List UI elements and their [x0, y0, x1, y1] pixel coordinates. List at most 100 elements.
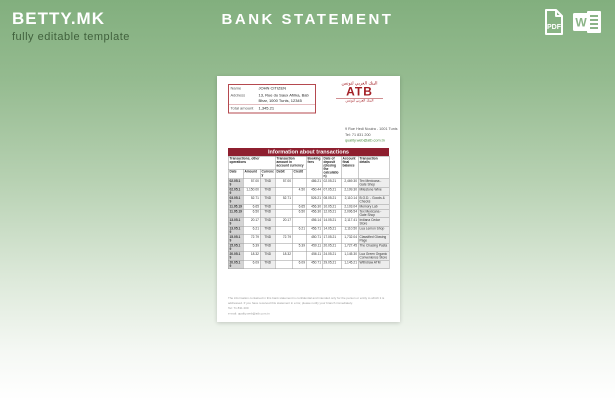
table-cell: 07.05.21 [322, 187, 342, 196]
table-row: 13.05.19 6.21 TND 6.21 456.71 14.05.21 2,110.5… [228, 226, 390, 235]
table-row: 20.05.19 6.09 TND 6.09 450.71 29.05.21 1,145.2… [228, 260, 390, 269]
table-cell: TND [259, 178, 276, 188]
table-cell: 12.05.21 [322, 209, 342, 218]
table-cell: 5.39 [243, 243, 261, 252]
table-cell: 450.71 [306, 260, 323, 269]
name-value: JOHN CITIZEN [258, 86, 287, 91]
table-cell: TND [259, 234, 276, 244]
column-group-operations: Transactions, other operations [227, 155, 276, 170]
table-cell: 03.05.19 [228, 195, 244, 205]
table-cell: 13.05.19 [228, 217, 244, 227]
total-amount-label: Total amount [230, 106, 254, 111]
table-cell: 2,199.30 [341, 187, 359, 196]
table-cell [275, 209, 293, 218]
table-cell: 6.09 [292, 260, 307, 269]
table-cell: Indiana Cedar Store [358, 217, 390, 227]
atb-bank-logo: البنك العربي لتونس ATB البنك العربي لتون… [332, 81, 387, 103]
table-cell: 72.79 [243, 234, 261, 244]
column-group-amount: Transaction amount in account currency [275, 155, 307, 170]
table-cell: 2,469.30 [341, 178, 359, 188]
column-date: Date [228, 169, 244, 179]
table-cell: Tex Mexicana - Gate Shop [358, 178, 390, 188]
table-cell: 486.21 [306, 178, 323, 188]
table-cell: Tex Mexicana - Gate Shop [358, 209, 390, 218]
address-label: Address [230, 93, 246, 98]
column-amount: Amount [243, 169, 261, 179]
table-cell: 6.50 [292, 209, 307, 218]
table-cell: 456.11 [306, 251, 323, 261]
table-cell: 2,096.54 [341, 209, 359, 218]
table-row: 11.05.19 6.50 TND 6.50 456.30 12.05.21 2,096.5… [228, 209, 390, 218]
table-cell: 20.17 [243, 217, 261, 227]
page-title: BANK STATEMENT [221, 11, 394, 28]
table-cell: 6.09 [243, 260, 261, 269]
table-cell: TND [259, 260, 276, 269]
atb-arabic-subtext: البنك العربي لتونس [336, 98, 383, 104]
total-amount-value: 1,345.21 [258, 106, 275, 111]
table-cell: 450.71 [306, 234, 323, 244]
table-row: 03.05.19 52.71 TND 52.71 526.21 08.05.21 2,110… [228, 195, 390, 205]
table-cell: 52.71 [243, 195, 261, 205]
column-final-balance: Account final balance [341, 156, 359, 179]
customer-name-row: Name JOHN CITIZEN [229, 85, 315, 92]
table-cell: 20.05.19 [228, 251, 244, 261]
table-cell: TND [259, 195, 276, 205]
table-row: 02.05.19 57.00 TND 57.00 486.21 02.05.21 2,469… [228, 178, 390, 188]
table-cell: 20.05.19 [228, 260, 244, 269]
table-cell: 52.71 [275, 195, 293, 205]
bank-address: 9 Rue Hedi Nouira - 1001 Tunis [345, 126, 398, 132]
table-cell [292, 234, 307, 244]
footer-tel: Tel: 71 831 200 [228, 307, 249, 311]
table-cell [275, 226, 293, 235]
table-cell: 18.32 [275, 251, 293, 261]
brand-logo[interactable]: BETTY.MK [12, 9, 105, 28]
customer-info-box: Name JOHN CITIZEN Address 13, Rue du Sau… [228, 84, 316, 114]
customer-total-row: Total amount 1,345.21 [229, 104, 315, 113]
brand-tagline: fully editable template [12, 31, 130, 43]
table-cell: 57.00 [243, 178, 261, 188]
column-credit: Credit [292, 169, 307, 179]
table-cell: TND [259, 243, 276, 252]
table-cell: 02.05.21 [322, 178, 342, 188]
table-cell: 2,110.14 [341, 195, 359, 205]
transactions-table-body: 02.05.19 57.00 TND 57.00 486.21 02.05.21 2,469… [228, 178, 390, 269]
table-cell [292, 251, 307, 261]
table-cell: The Chasing Pasta [358, 243, 390, 252]
table-cell: 29.05.21 [322, 260, 342, 269]
table-cell: Lua Green Organic Convenience Store [358, 251, 390, 261]
table-cell: 450.11 [306, 243, 323, 252]
table-cell [292, 178, 307, 188]
table-cell: TND [259, 187, 276, 196]
table-cell: 17.05.21 [322, 234, 342, 244]
table-cell: Classified Glowing Page [358, 234, 390, 244]
table-cell: 4.50 [292, 187, 307, 196]
table-cell [292, 217, 307, 227]
table-cell: 1,145.21 [341, 260, 359, 269]
table-cell: 15.05.19 [228, 243, 244, 252]
pdf-download-icon[interactable]: PDF [543, 8, 565, 36]
table-cell: 6.21 [292, 226, 307, 235]
table-row: 02.05.19 1,150.00 TND 4.50 450.44 07.05.21 2,1… [228, 187, 390, 196]
table-cell: TND [259, 251, 276, 261]
table-cell: TND [259, 209, 276, 218]
table-cell: 5.39 [292, 243, 307, 252]
table-cell: 1,732.04 [341, 234, 359, 244]
atb-arabic-text: البنك العربي لتونس [341, 80, 378, 86]
table-cell: Milestone Wine [358, 187, 390, 196]
table-cell: 1,727.45 [341, 243, 359, 252]
svg-text:PDF: PDF [547, 24, 562, 31]
column-booking-fees: Booking fees [306, 156, 323, 179]
table-cell: 14.05.21 [322, 217, 342, 227]
table-cell: 20.17 [275, 217, 293, 227]
table-cell: 6.50 [243, 209, 261, 218]
bank-statement-document: Name JOHN CITIZEN Address 13, Rue du Sau… [217, 76, 400, 322]
table-cell: 72.79 [275, 234, 293, 244]
table-cell [275, 260, 293, 269]
transactions-banner: Information about transactions [228, 148, 389, 156]
table-cell: 24.05.21 [322, 251, 342, 261]
table-cell [292, 195, 307, 205]
table-cell: 450.44 [306, 187, 323, 196]
footer-disclaimer: The information contained in this bank s… [228, 297, 385, 306]
table-cell: 11.05.19 [228, 209, 244, 218]
word-download-icon[interactable]: W [573, 9, 603, 35]
